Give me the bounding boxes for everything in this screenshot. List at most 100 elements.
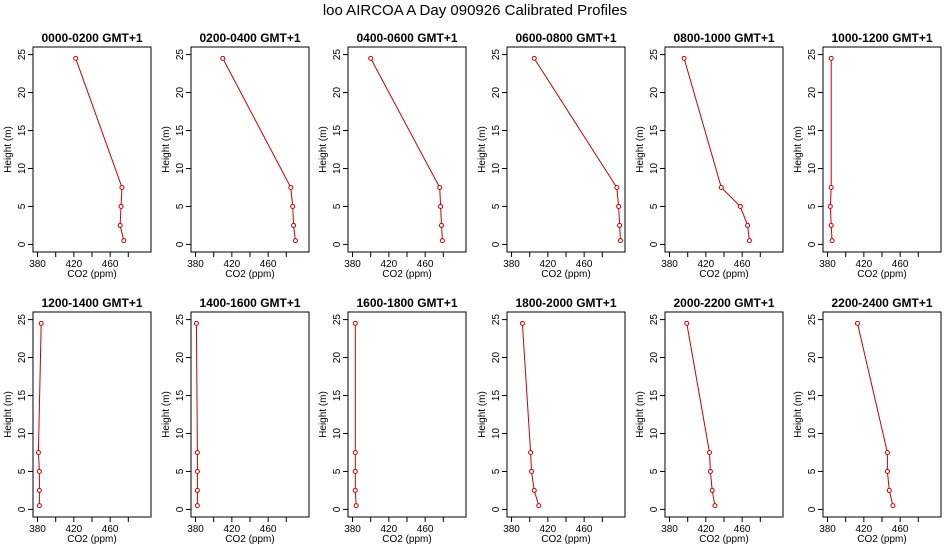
y-tick-label: 10 <box>807 427 818 439</box>
y-axis-label: Height (m) <box>3 126 14 173</box>
profile-point <box>531 55 537 61</box>
x-tick-label: 420 <box>540 524 557 535</box>
x-tick-label: 380 <box>819 259 836 270</box>
y-tick-label: 25 <box>491 314 502 326</box>
y-tick-label: 5 <box>17 468 28 474</box>
profile-point <box>118 203 124 209</box>
panel-title: 1200-1400 GMT+1 <box>41 296 142 310</box>
y-tick-label: 15 <box>175 390 186 402</box>
x-axis-label: CO2 (ppm) <box>699 269 748 280</box>
x-tick-label: 380 <box>29 259 46 270</box>
y-tick-label: 5 <box>649 203 660 209</box>
x-tick-label: 460 <box>734 259 751 270</box>
x-tick-label: 380 <box>819 524 836 535</box>
x-tick-label: 380 <box>187 259 204 270</box>
x-tick-label: 420 <box>224 524 241 535</box>
y-tick-label: 10 <box>17 427 28 439</box>
profile-point <box>617 238 623 244</box>
profile-point <box>746 238 752 244</box>
x-tick-label: 380 <box>187 524 204 535</box>
profile-point <box>352 487 358 493</box>
panel-title: 0600-0800 GMT+1 <box>515 31 616 45</box>
y-tick-label: 0 <box>807 241 818 247</box>
profile-panel: 0400-0600 GMT+1 380 420 460 0 5 10 15 20 25 CO2 (p… <box>318 31 467 280</box>
y-tick-label: 20 <box>649 352 660 364</box>
profile-line <box>370 58 443 241</box>
y-tick-label: 10 <box>649 162 660 174</box>
panel-title: 0800-1000 GMT+1 <box>673 31 774 45</box>
y-tick-label: 10 <box>175 427 186 439</box>
profile-point <box>220 55 226 61</box>
profile-point <box>36 503 42 509</box>
y-tick-label: 5 <box>332 203 343 209</box>
x-axis-label: CO2 (ppm) <box>67 269 116 280</box>
x-axis-label: CO2 (ppm) <box>857 269 906 280</box>
y-tick-label: 5 <box>175 468 186 474</box>
x-tick-label: 420 <box>698 259 715 270</box>
plot-frame <box>822 311 942 518</box>
x-tick-label: 420 <box>856 259 873 270</box>
x-axis-label: CO2 (ppm) <box>67 534 116 545</box>
profile-point <box>352 468 358 474</box>
x-tick-label: 460 <box>102 259 119 270</box>
x-tick-label: 380 <box>29 524 46 535</box>
y-tick-label: 10 <box>649 427 660 439</box>
profile-panel: 1600-1800 GMT+1 380 420 460 0 5 10 15 20 25 CO2 (p… <box>318 296 467 545</box>
profile-point <box>352 449 358 455</box>
y-tick-label: 20 <box>175 87 186 99</box>
y-axis-label: Height (m) <box>635 391 646 438</box>
profile-point <box>681 55 687 61</box>
profile-line <box>829 58 833 241</box>
y-tick-label: 15 <box>649 125 660 137</box>
profile-panel: 1400-1600 GMT+1 380 420 460 0 5 10 15 20 25 CO2 (p… <box>161 296 310 545</box>
plot-frame <box>32 46 152 253</box>
y-tick-label: 20 <box>17 352 28 364</box>
profile-point <box>828 222 834 228</box>
profile-line <box>857 323 894 506</box>
plot-frame <box>347 311 467 518</box>
y-tick-label: 5 <box>491 203 502 209</box>
y-tick-label: 0 <box>649 506 660 512</box>
x-tick-label: 460 <box>576 259 593 270</box>
profile-panel: 1000-1200 GMT+1 380 420 460 0 5 10 15 20 25 CO2 (p… <box>793 31 942 280</box>
profile-panel: 0600-0800 GMT+1 380 420 460 0 5 10 15 20 25 CO2 (p… <box>477 31 626 280</box>
y-tick-label: 25 <box>807 49 818 61</box>
panel-title: 1600-1800 GMT+1 <box>356 296 457 310</box>
x-tick-label: 460 <box>260 524 277 535</box>
profile-point <box>290 203 296 209</box>
y-tick-label: 10 <box>332 162 343 174</box>
y-tick-label: 25 <box>332 314 343 326</box>
profile-panel: 1800-2000 GMT+1 380 420 460 0 5 10 15 20 25 CO2 (p… <box>477 296 626 545</box>
profile-point <box>531 487 537 493</box>
y-axis-label: Height (m) <box>477 391 488 438</box>
plot-frame <box>822 46 942 253</box>
x-axis-label: CO2 (ppm) <box>857 534 906 545</box>
profile-point <box>439 238 445 244</box>
profile-panel: 1200-1400 GMT+1 380 420 460 0 5 10 15 20 25 CO2 (p… <box>3 296 152 545</box>
x-tick-label: 420 <box>540 259 557 270</box>
y-tick-label: 5 <box>17 203 28 209</box>
profile-point <box>121 238 127 244</box>
profile-point <box>438 222 444 228</box>
x-tick-label: 460 <box>734 524 751 535</box>
y-tick-label: 0 <box>17 241 28 247</box>
x-tick-label: 460 <box>417 524 434 535</box>
panel-title: 0400-0600 GMT+1 <box>356 31 457 45</box>
x-tick-label: 460 <box>102 524 119 535</box>
profile-point <box>368 55 374 61</box>
y-tick-label: 20 <box>807 87 818 99</box>
profile-point <box>194 487 200 493</box>
y-tick-label: 25 <box>807 314 818 326</box>
y-tick-label: 20 <box>332 352 343 364</box>
x-tick-label: 380 <box>344 259 361 270</box>
x-tick-label: 460 <box>892 524 909 535</box>
profile-point <box>73 55 79 61</box>
profile-panel: 2200-2400 GMT+1 380 420 460 0 5 10 15 20 25 CO2 (p… <box>793 296 942 545</box>
profile-point <box>352 320 358 326</box>
profile-point <box>36 487 42 493</box>
x-tick-label: 460 <box>892 259 909 270</box>
y-tick-label: 25 <box>17 49 28 61</box>
panel-title: 0200-0400 GMT+1 <box>199 31 300 45</box>
x-tick-label: 380 <box>503 524 520 535</box>
